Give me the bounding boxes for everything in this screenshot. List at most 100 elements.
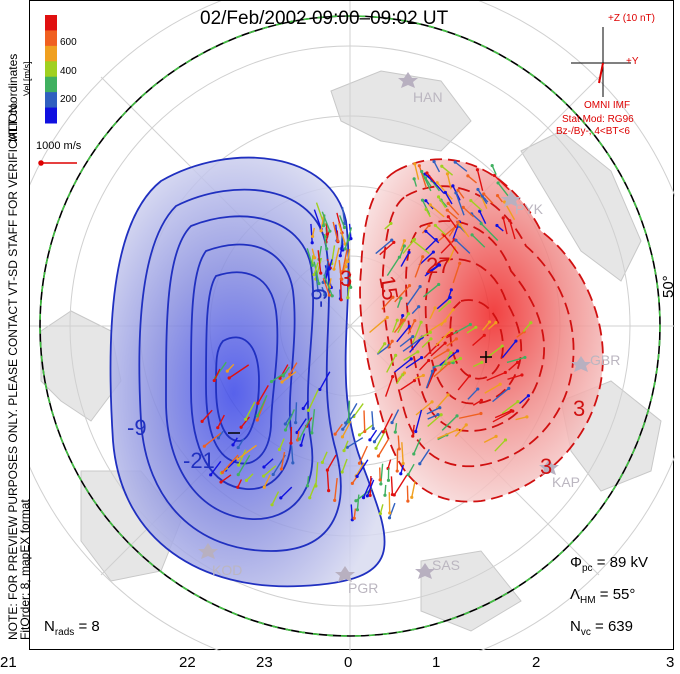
velocity-vector xyxy=(240,416,250,428)
velocity-vector xyxy=(381,296,394,310)
velocity-vector xyxy=(353,508,357,519)
vector-origin xyxy=(433,368,437,372)
velocity-vector xyxy=(375,239,393,255)
velocity-vector xyxy=(501,401,519,415)
velocity-vector xyxy=(210,460,222,476)
vector-origin xyxy=(423,176,428,180)
velocity-vector xyxy=(310,223,313,243)
velocity-vector xyxy=(356,459,369,477)
velocity-vector xyxy=(424,177,432,187)
vector-origin xyxy=(449,351,453,355)
vector-origin xyxy=(355,508,360,512)
velocity-vector xyxy=(289,362,298,375)
vector-origin xyxy=(469,198,473,203)
vector-origin xyxy=(492,173,497,178)
vector-origin xyxy=(391,374,395,379)
velocity-vector xyxy=(501,340,517,359)
velocity-vector xyxy=(441,165,454,176)
station-label: GBR xyxy=(590,352,621,368)
velocity-vector xyxy=(203,432,222,447)
vector-origin xyxy=(327,267,331,271)
contour-label: 15 xyxy=(374,273,404,303)
vector-origin xyxy=(327,293,331,297)
vector-origin xyxy=(379,482,383,486)
vector-origin xyxy=(402,318,406,322)
vector-origin xyxy=(323,293,327,297)
vector-origin xyxy=(479,222,483,226)
velocity-vector xyxy=(412,321,422,344)
colorbar-tick: 600 xyxy=(60,37,77,48)
velocity-vector xyxy=(455,239,471,254)
velocity-vector xyxy=(466,326,477,334)
vector-origin xyxy=(411,238,415,243)
colorbar-segment xyxy=(45,76,57,93)
vector-origin xyxy=(372,440,377,444)
velocity-vector xyxy=(228,364,250,379)
vector-origin xyxy=(428,330,432,334)
vector-origin xyxy=(468,322,472,327)
vector-origin xyxy=(525,415,529,419)
velocity-vector xyxy=(435,329,453,347)
vector-origin xyxy=(479,398,483,402)
vector-origin xyxy=(412,452,416,456)
velocity-vector xyxy=(300,433,306,446)
mlt-tick: 21 xyxy=(0,654,17,671)
velocity-vector xyxy=(280,486,293,499)
vector-origin xyxy=(526,394,531,398)
contour-label: -9 xyxy=(306,288,332,308)
velocity-vector xyxy=(271,491,280,506)
vector-origin xyxy=(320,460,325,464)
vector-origin xyxy=(419,320,423,324)
velocity-vector xyxy=(281,371,297,383)
velocity-vector xyxy=(472,334,485,347)
vector-origin xyxy=(509,409,513,413)
vector-origin xyxy=(446,215,450,219)
velocity-vector xyxy=(507,374,523,380)
velocity-vector xyxy=(257,385,269,404)
vector-origin xyxy=(368,438,372,442)
vector-origin xyxy=(209,473,213,477)
velocity-vector xyxy=(399,245,406,259)
vector-origin xyxy=(451,308,455,312)
velocity-vector xyxy=(429,307,436,320)
vector-origin xyxy=(508,219,512,223)
vector-scale-label: 1000 m/s xyxy=(36,140,82,152)
vector-origin xyxy=(427,358,431,363)
vector-origin xyxy=(283,428,288,432)
velocity-vector xyxy=(419,360,430,371)
velocity-vector xyxy=(394,285,411,303)
vector-origin xyxy=(202,444,206,448)
velocity-vector xyxy=(476,169,484,191)
vector-origin xyxy=(450,331,454,336)
vector-origin xyxy=(310,263,314,267)
velocity-vector xyxy=(487,322,497,330)
velocity-vector xyxy=(493,175,510,191)
velocity-vector xyxy=(459,224,470,238)
velocity-vector xyxy=(418,251,434,266)
velocity-vector xyxy=(333,247,340,270)
vector-origin xyxy=(378,512,383,516)
velocity-vector xyxy=(446,173,452,190)
vector-origin xyxy=(237,463,241,467)
velocity-vector xyxy=(412,424,415,437)
vector-origin xyxy=(478,209,482,213)
velocity-vector xyxy=(271,371,287,383)
vector-origin xyxy=(437,282,441,287)
velocity-vector xyxy=(322,278,330,296)
vector-origin xyxy=(480,360,484,365)
velocity-vector xyxy=(427,414,442,427)
velocity-vector xyxy=(294,402,298,423)
velocity-vector xyxy=(379,241,395,256)
velocity-vector xyxy=(313,261,320,284)
contour-label: 3 xyxy=(340,266,353,291)
velocity-vector xyxy=(296,418,307,433)
velocity-vector xyxy=(411,480,416,498)
velocity-vector xyxy=(334,423,343,435)
latitude-label: 50° xyxy=(660,275,677,298)
vector-origin xyxy=(503,438,508,442)
vector-origin xyxy=(308,496,312,500)
vector-origin xyxy=(490,163,494,168)
vector-origin xyxy=(225,369,229,373)
velocity-vector xyxy=(319,371,331,390)
colorbar-segment xyxy=(45,45,57,62)
